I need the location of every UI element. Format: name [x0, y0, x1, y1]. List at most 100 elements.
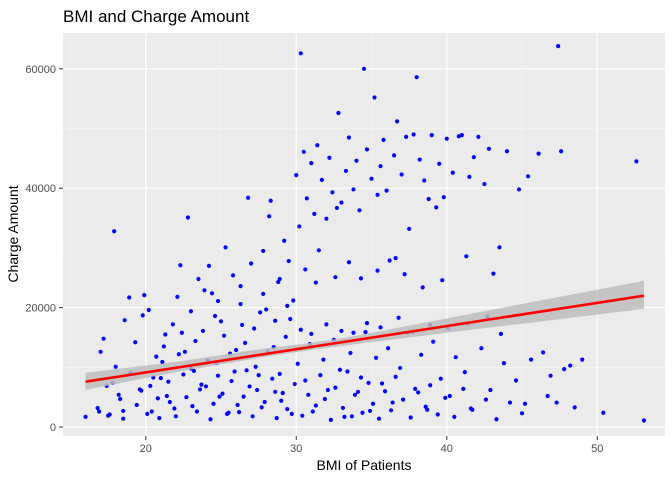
data-point — [382, 389, 388, 394]
data-point — [379, 381, 385, 386]
data-point — [166, 379, 171, 384]
data-point — [507, 400, 513, 405]
data-point — [145, 411, 150, 417]
data-point — [360, 410, 365, 415]
x-tick-label: 40 — [441, 443, 453, 455]
data-point — [309, 331, 314, 337]
data-point — [540, 350, 546, 355]
data-point — [336, 110, 341, 116]
data-point — [199, 382, 204, 387]
data-point — [295, 361, 300, 366]
data-point — [134, 402, 139, 408]
data-point — [158, 375, 163, 381]
data-point — [127, 295, 132, 300]
data-point — [387, 258, 392, 263]
data-point — [148, 383, 153, 388]
data-point — [197, 387, 203, 392]
data-point — [393, 255, 398, 261]
data-point — [241, 394, 246, 399]
data-point — [140, 313, 145, 318]
data-point — [402, 272, 407, 277]
data-point — [333, 385, 338, 390]
data-point — [422, 178, 427, 183]
data-point — [223, 245, 228, 250]
data-point — [337, 367, 343, 372]
data-point — [501, 361, 507, 366]
data-point — [273, 318, 278, 323]
data-point — [98, 349, 103, 354]
x-axis-ticks: 20 30 40 50 — [140, 436, 603, 455]
data-point — [298, 51, 303, 56]
data-point — [559, 149, 564, 154]
data-point — [179, 330, 184, 335]
data-point — [486, 146, 492, 151]
data-point — [634, 159, 639, 164]
data-point — [428, 383, 433, 388]
data-point — [494, 417, 499, 422]
data-point — [212, 313, 218, 319]
data-point — [483, 397, 489, 402]
data-point — [244, 368, 249, 373]
data-point — [121, 408, 126, 414]
data-point — [309, 161, 314, 166]
data-point — [163, 332, 168, 337]
data-point — [641, 418, 647, 423]
data-point — [346, 260, 352, 265]
data-point — [191, 368, 197, 374]
data-point — [181, 372, 186, 377]
data-point — [157, 415, 162, 421]
data-point — [321, 357, 326, 362]
data-point — [369, 176, 374, 181]
data-point — [343, 168, 349, 174]
data-point — [112, 229, 117, 234]
data-point — [215, 373, 221, 378]
data-point — [548, 373, 553, 378]
data-point — [285, 407, 290, 412]
data-point — [462, 370, 467, 375]
data-point — [256, 373, 261, 378]
data-point — [396, 315, 401, 320]
data-point — [315, 143, 320, 148]
data-point — [217, 394, 222, 399]
data-point — [194, 409, 200, 414]
data-point — [519, 411, 525, 416]
data-point — [459, 132, 464, 138]
data-point — [349, 414, 355, 419]
data-point — [215, 298, 221, 304]
y-axis-ticks: 0 20000 40000 60000 — [25, 64, 63, 434]
data-point — [270, 376, 275, 381]
data-point — [292, 381, 297, 387]
data-point — [277, 276, 282, 282]
data-point — [467, 174, 472, 179]
data-point — [261, 248, 266, 254]
grid-minor — [63, 33, 665, 436]
data-point — [313, 280, 318, 285]
data-point — [498, 331, 504, 337]
data-point — [328, 417, 333, 422]
data-point — [408, 415, 413, 420]
data-point — [339, 200, 344, 205]
data-point — [327, 155, 332, 160]
data-point — [522, 401, 528, 406]
data-point — [262, 399, 267, 405]
data-point — [407, 226, 412, 231]
data-point — [346, 135, 352, 140]
data-point — [101, 336, 106, 341]
data-point — [580, 357, 585, 362]
data-point — [482, 181, 487, 187]
trend-line — [85, 294, 645, 383]
data-point — [401, 397, 406, 402]
data-point — [209, 291, 215, 296]
data-point — [378, 164, 383, 169]
data-point — [443, 395, 448, 400]
data-point — [528, 357, 534, 362]
data-point — [178, 263, 183, 268]
data-point — [375, 268, 380, 273]
data-point — [167, 399, 172, 405]
data-point — [113, 364, 118, 369]
data-point — [471, 155, 476, 160]
data-point — [243, 340, 248, 345]
data-point — [491, 271, 496, 276]
data-point — [247, 384, 252, 389]
